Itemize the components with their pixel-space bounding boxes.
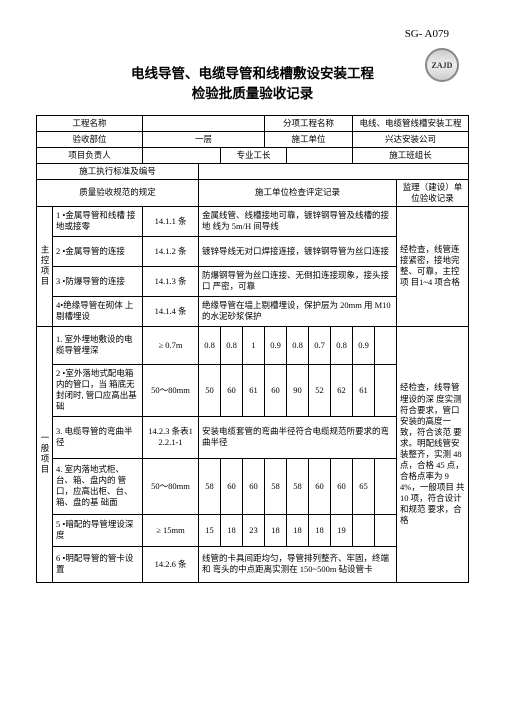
hdr-team-lbl: 施工班组长 [353, 147, 469, 163]
gen-r5-name: 5 •暗配的导管埋设深度 [53, 514, 143, 546]
gen-r2-v1: 60 [221, 364, 243, 416]
gen-r1-v6: 0.8 [331, 326, 353, 364]
gen-r5-v1: 18 [221, 514, 243, 546]
main-r1-eval: 金属线管、线槽接地可靠，镀锌钢导管及线槽的接地 线为 5m/H 间导线 [199, 206, 397, 236]
hdr-projname [143, 115, 265, 131]
gen-r1-v8 [375, 326, 397, 364]
gen-r3-eval: 安装电缆套管的弯曲半径符合电缆规范所要求的弯 曲半径 [199, 416, 397, 458]
hdr-recvpart-lbl: 验收部位 [37, 131, 143, 147]
gen-r2-v4: 90 [287, 364, 309, 416]
main-r1-name: 1 •金属导管和线槽 接地或接零 [53, 206, 143, 236]
gen-r5-v4: 18 [287, 514, 309, 546]
main-r2-eval: 镀锌导线无对口焊接连接，镀锌钢导管为丝口连接 [199, 236, 397, 266]
gen-r4-v7: 65 [353, 458, 375, 514]
gen-r1-v1: 0.8 [221, 326, 243, 364]
gen-r1-v7: 0.9 [353, 326, 375, 364]
std-lbl: 施工执行标准及编号 [37, 163, 199, 179]
hdr-foreman-lbl: 专业工长 [221, 147, 287, 163]
logo-stamp: ZAJD [425, 48, 459, 82]
gen-r2-v5: 52 [309, 364, 331, 416]
gen-r5-v7 [353, 514, 375, 546]
gen-r4-name: 4. 室内落地式柜、台、箱、盘内的 管口，应高出柜、台、箱、盘的基 础面 [53, 458, 143, 514]
group-main: 主控项目 [37, 206, 53, 326]
group-gen: 一般项目 [37, 326, 53, 582]
gen-r4-v8 [375, 458, 397, 514]
gen-r3-name: 3. 电缆导管的弯曲半径 [53, 416, 143, 458]
gen-r5-v0: 15 [199, 514, 221, 546]
gen-r1-v4: 0.8 [287, 326, 309, 364]
hdr-subproj-lbl: 分项工程名称 [265, 115, 353, 131]
gen-r2-name: 2 •室外落地式配电箱内的管口，当 箱底无封闭时, 管口应高出基础 [53, 364, 143, 416]
gen-r3-ref: 14.2.3 条表12.2.1-1 [143, 416, 199, 458]
gen-r4-v6: 60 [331, 458, 353, 514]
main-r3-eval: 防爆钢导管为丝口连接、无倒扣连接现象，接头接口 严密，可靠 [199, 266, 397, 296]
hdr-recvpart: 一层 [143, 131, 265, 147]
gen-r5-v3: 18 [265, 514, 287, 546]
hdr-contractor: 兴达安装公司 [353, 131, 469, 147]
gen-r2-v8 [375, 364, 397, 416]
gen-r6-ref: 14.2.6 条 [143, 546, 199, 582]
gen-r2-ref: 50〜80mm [143, 364, 199, 416]
sup-gen: 经检查，线导管埋设的深 度实测符合要求，管口 安装的高度一致，符合该范 要求。明… [397, 326, 469, 582]
main-r4-ref: 14.1.4 条 [143, 296, 199, 326]
main-r3-ref: 14.1.3 条 [143, 266, 199, 296]
gen-r1-ref: ≥ 0.7m [143, 326, 199, 364]
main-table: 工程名称 分项工程名称 电线、电缆管线槽安装工程 验收部位 一层 施工单位 兴达… [36, 115, 469, 583]
gen-r4-ref: 50〜80mm [143, 458, 199, 514]
main-r4-name: 4•绝缘导管在砌体 上剔槽埋设 [53, 296, 143, 326]
main-r3-name: 3 •防爆导管的连接 [53, 266, 143, 296]
title-line-1: 电线导管、电缆导管和线槽敷设安装工程 [36, 64, 469, 84]
gen-r5-v6: 19 [331, 514, 353, 546]
gen-r1-v5: 0.7 [309, 326, 331, 364]
main-r1-ref: 14.1.1 条 [143, 206, 199, 236]
main-r2-name: 2 •金属导管的连接 [53, 236, 143, 266]
gen-r5-v2: 23 [243, 514, 265, 546]
hdr-foreman [287, 147, 353, 163]
gen-r4-v4: 58 [287, 458, 309, 514]
std-val [199, 163, 469, 179]
gen-r2-v2: 61 [243, 364, 265, 416]
sup-main: 经检查，线管连接紧密，接地完整、可靠，主控项 目1~4 项合格 [397, 206, 469, 326]
gen-r1-v2: 1 [243, 326, 265, 364]
hdr-projmgr-lbl: 项目负责人 [37, 147, 143, 163]
gen-r4-v5: 60 [309, 458, 331, 514]
col-spec: 质量验收规范的规定 [37, 179, 199, 206]
col-eval: 施工单位检查评定记录 [199, 179, 397, 206]
page-title: 电线导管、电缆导管和线槽敷设安装工程 检验批质量验收记录 [36, 64, 469, 105]
title-line-2: 检验批质量验收记录 [36, 84, 469, 104]
gen-r4-v0: 58 [199, 458, 221, 514]
gen-r1-v0: 0.8 [199, 326, 221, 364]
gen-r1-name: 1. 室外埋地敷设的电缆导管埋深 [53, 326, 143, 364]
gen-r2-v0: 50 [199, 364, 221, 416]
hdr-projname-lbl: 工程名称 [37, 115, 143, 131]
gen-r2-v6: 62 [331, 364, 353, 416]
col-sup: 监理（建设）单位验收记录 [397, 179, 469, 206]
gen-r4-v2: 60 [243, 458, 265, 514]
gen-r6-name: 6 •明配导管的管卡设置 [53, 546, 143, 582]
hdr-contractor-lbl: 施工单位 [265, 131, 353, 147]
hdr-projmgr [143, 147, 221, 163]
main-r2-ref: 14.1.2 条 [143, 236, 199, 266]
gen-r4-v1: 60 [221, 458, 243, 514]
gen-r5-ref: ≥ 15mm [143, 514, 199, 546]
gen-r5-v5: 18 [309, 514, 331, 546]
gen-r6-eval: 线管的卡具间距均匀，导管排列整齐、牢固，终端和 弯头的中点距离实测在 150~5… [199, 546, 397, 582]
gen-r4-v3: 58 [265, 458, 287, 514]
gen-r2-v3: 60 [265, 364, 287, 416]
gen-r2-v7: 61 [353, 364, 375, 416]
gen-r5-v8 [375, 514, 397, 546]
main-r4-eval: 绝缘导管在墙上剔槽埋设，保护层为 20mm 用 M10 的水泥砂浆保护 [199, 296, 397, 326]
hdr-subproj: 电线、电缆管线槽安装工程 [353, 115, 469, 131]
gen-r1-v3: 0.9 [265, 326, 287, 364]
document-code: SG- A079 [36, 28, 469, 40]
